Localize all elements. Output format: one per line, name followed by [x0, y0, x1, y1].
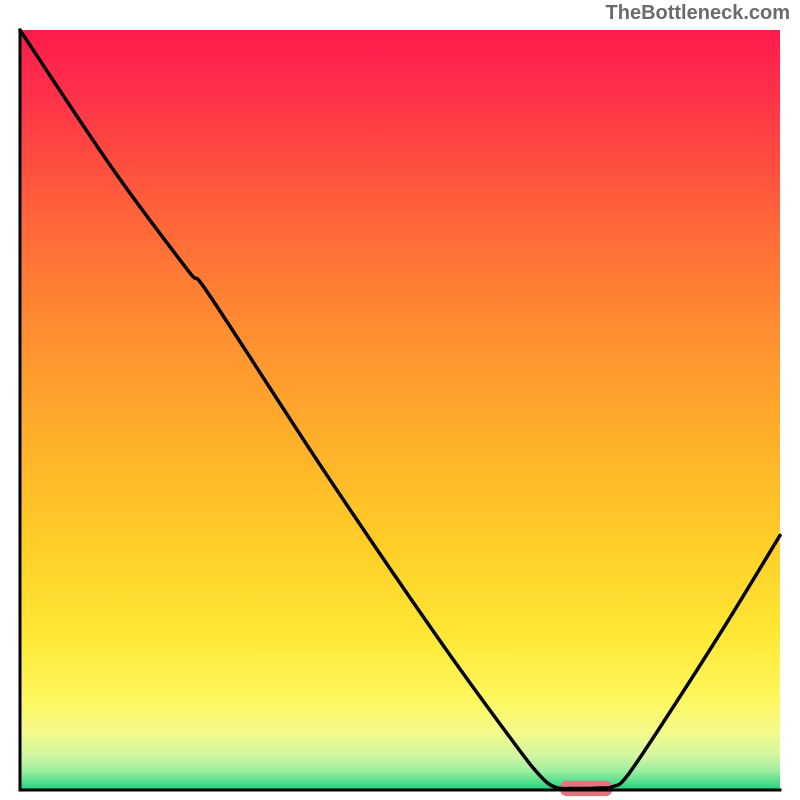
plot-background: [20, 30, 780, 790]
bottleneck-curve-chart: [0, 0, 800, 800]
